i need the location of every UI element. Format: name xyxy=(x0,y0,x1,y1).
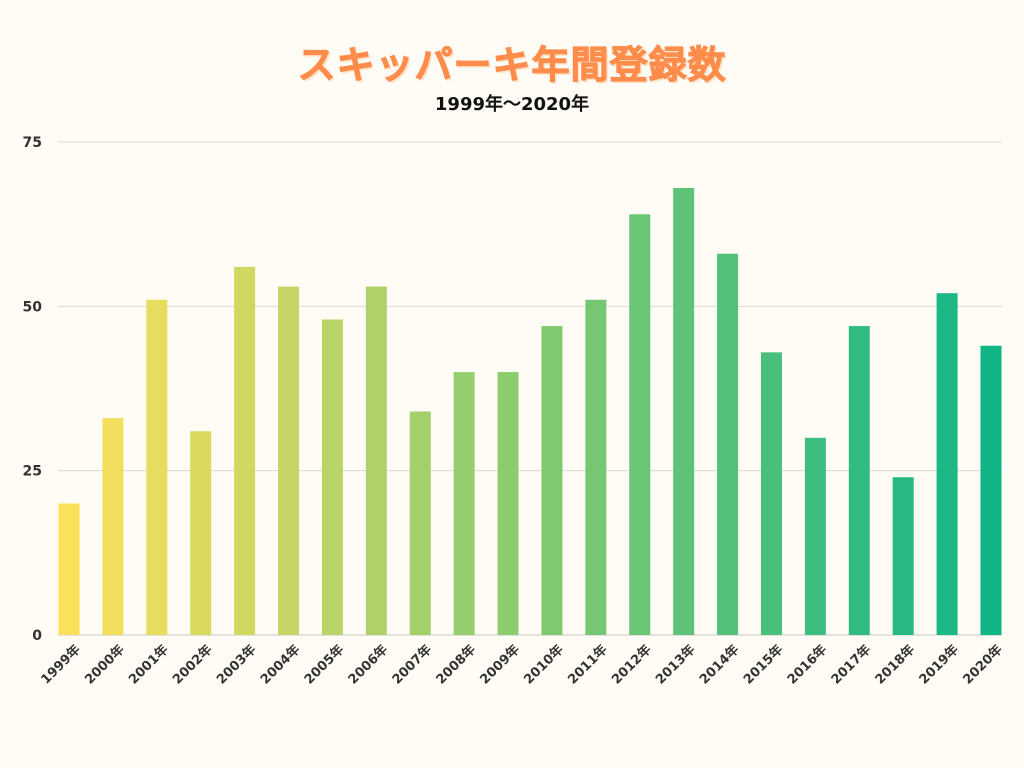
x-tick-label: 2012年 xyxy=(608,642,654,688)
bar xyxy=(278,286,300,635)
x-tick-label: 2010年 xyxy=(521,642,567,688)
x-tick-label: 2009年 xyxy=(477,642,523,688)
gridlines xyxy=(58,141,1002,636)
x-tick-label: 2015年 xyxy=(740,642,786,688)
bar xyxy=(497,372,519,635)
bar xyxy=(717,253,739,635)
bar xyxy=(804,437,826,635)
x-tick-label: 2004年 xyxy=(257,642,303,688)
bar xyxy=(848,326,870,635)
bar xyxy=(629,214,651,635)
y-tick-label: 75 xyxy=(23,135,42,151)
bars xyxy=(58,188,1002,635)
bar xyxy=(541,326,563,635)
bar xyxy=(365,286,387,635)
x-tick-label: 2005年 xyxy=(301,642,347,688)
x-tick-label: 1999年 xyxy=(38,642,84,688)
x-tick-label: 2003年 xyxy=(213,642,259,688)
x-axis-ticks: 1999年2000年2001年2002年2003年2004年2005年2006年… xyxy=(38,642,1006,688)
x-tick-label: 2018年 xyxy=(872,642,918,688)
x-tick-label: 2008年 xyxy=(433,642,479,688)
x-tick-label: 2017年 xyxy=(828,642,874,688)
bar xyxy=(321,319,343,635)
bar xyxy=(936,293,958,635)
bar xyxy=(673,188,695,635)
y-tick-label: 0 xyxy=(32,628,42,644)
x-tick-label: 2020年 xyxy=(960,642,1006,688)
bar xyxy=(190,431,212,635)
bar xyxy=(760,352,782,635)
x-tick-label: 2011年 xyxy=(565,642,611,688)
y-tick-label: 50 xyxy=(23,299,43,315)
x-tick-label: 2000年 xyxy=(82,642,128,688)
y-tick-label: 25 xyxy=(23,464,42,480)
bar xyxy=(102,418,124,635)
x-tick-label: 2016年 xyxy=(784,642,830,688)
bar xyxy=(453,372,475,635)
chart-subtitle: 1999年〜2020年 xyxy=(434,94,590,115)
bar xyxy=(409,411,431,635)
x-tick-label: 2019年 xyxy=(916,642,962,688)
x-tick-label: 2001年 xyxy=(126,642,172,688)
bar xyxy=(980,345,1002,635)
x-tick-label: 2006年 xyxy=(345,642,391,688)
chart-title: スキッパーキ年間登録数 xyxy=(297,43,727,88)
x-tick-label: 2014年 xyxy=(696,642,742,688)
x-tick-label: 2007年 xyxy=(389,642,435,688)
y-axis-ticks: 0 25 50 75 xyxy=(23,135,43,644)
bar xyxy=(146,299,168,635)
x-tick-label: 2013年 xyxy=(652,642,698,688)
bar xyxy=(892,477,914,635)
x-tick-label: 2002年 xyxy=(169,642,215,688)
bar xyxy=(585,299,607,635)
bar xyxy=(234,266,256,635)
bar xyxy=(58,503,80,635)
